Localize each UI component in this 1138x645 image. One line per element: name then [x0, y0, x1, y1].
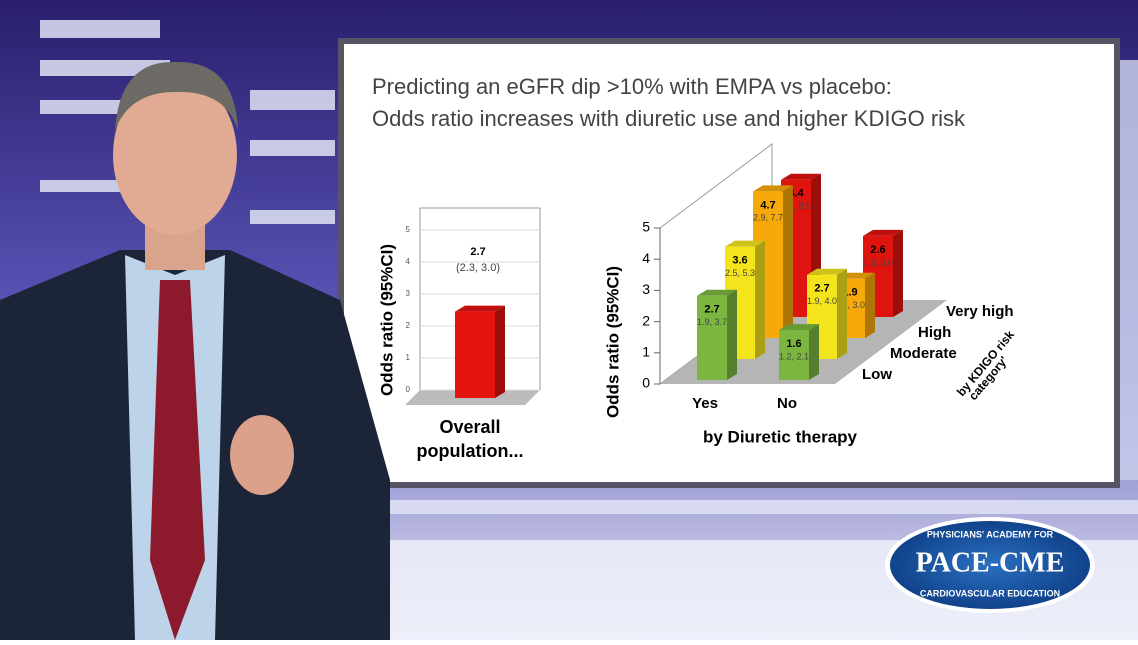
depth-label: Very high: [946, 303, 1014, 320]
bar-top: [725, 240, 765, 247]
y-tick-label: 3: [642, 281, 650, 297]
y-tick-label: 5: [642, 219, 650, 235]
ci-label: 1.3, 5.0: [863, 257, 893, 267]
ci-label: 2.9, 7.7: [753, 213, 783, 223]
depth-label: Low: [862, 366, 892, 383]
x-axis-label: Overall: [439, 417, 500, 437]
y-tick-label: 0: [406, 385, 411, 394]
bar-side: [865, 272, 875, 338]
ci-label: 1.9, 4.0: [807, 296, 837, 306]
y-tick-label: 2: [406, 321, 411, 330]
y-tick-label: 2: [642, 312, 650, 328]
value-label: 1.6: [786, 338, 801, 350]
bar-side: [837, 268, 847, 359]
x-axis-label: population...: [417, 441, 524, 461]
value-label: 2.7: [704, 304, 719, 316]
bar-top: [779, 324, 819, 331]
y-axis-label: Odds ratio (95%CI): [603, 266, 622, 418]
depth-label: Moderate: [890, 345, 957, 362]
bar-side: [727, 289, 737, 380]
ci-label: 1.2, 2.1: [779, 351, 809, 361]
y-tick-label: 3: [406, 289, 411, 298]
y-tick-label: 4: [406, 257, 411, 266]
logo-bottom: CARDIOVASCULAR EDUCATION: [920, 588, 1060, 598]
logo: PHYSICIANS' ACADEMY FOR PACE-CME CARDIOV…: [885, 517, 1095, 613]
ci-label: (2.3, 3.0): [456, 262, 500, 274]
y-tick-label: 1: [406, 353, 411, 362]
bar: [779, 330, 809, 380]
y-tick-label: 4: [642, 250, 650, 266]
bar-top: [753, 185, 793, 192]
x-axis-label: by Diuretic therapy: [703, 427, 858, 446]
bar-side: [755, 240, 765, 359]
x-tick-label: Yes: [692, 395, 718, 412]
ci-label: 2.3, 8.5: [781, 201, 811, 211]
ci-label: 1.2, 3.0: [835, 300, 865, 310]
logo-name: PACE-CME: [916, 547, 1065, 578]
ci-label: 2.5, 5.3: [725, 268, 755, 278]
value-label: 4.7: [760, 199, 775, 211]
bar-top: [863, 229, 903, 236]
bar-side: [783, 185, 793, 338]
bar: [697, 295, 727, 380]
x-tick-label: No: [777, 395, 797, 412]
bar-top: [781, 173, 821, 180]
bar-top: [807, 268, 847, 275]
bar-top: [455, 305, 505, 312]
value-label: 2.6: [870, 244, 885, 256]
ci-label: 1.9, 3.7: [697, 317, 727, 327]
bar: [455, 311, 495, 398]
slide-title: Predicting an eGFR dip >10% with EMPA vs…: [372, 74, 892, 99]
slide-title: Odds ratio increases with diuretic use a…: [372, 106, 966, 131]
y-tick-label: 1: [642, 344, 650, 360]
value-label: 2.7: [470, 246, 485, 258]
y-axis-label: Odds ratio (95%CI): [377, 244, 396, 396]
value-label: 2.7: [814, 283, 829, 295]
presenter: [0, 61, 390, 640]
logo-top: PHYSICIANS' ACADEMY FOR: [927, 529, 1054, 539]
y-tick-label: 0: [642, 375, 650, 391]
value-label: 3.6: [732, 255, 747, 267]
bar-top: [697, 289, 737, 296]
y-tick-label: 5: [406, 225, 411, 234]
bar-side: [809, 324, 819, 380]
depth-label: High: [918, 324, 951, 341]
bar-side: [495, 305, 505, 398]
bar-side: [893, 229, 903, 317]
